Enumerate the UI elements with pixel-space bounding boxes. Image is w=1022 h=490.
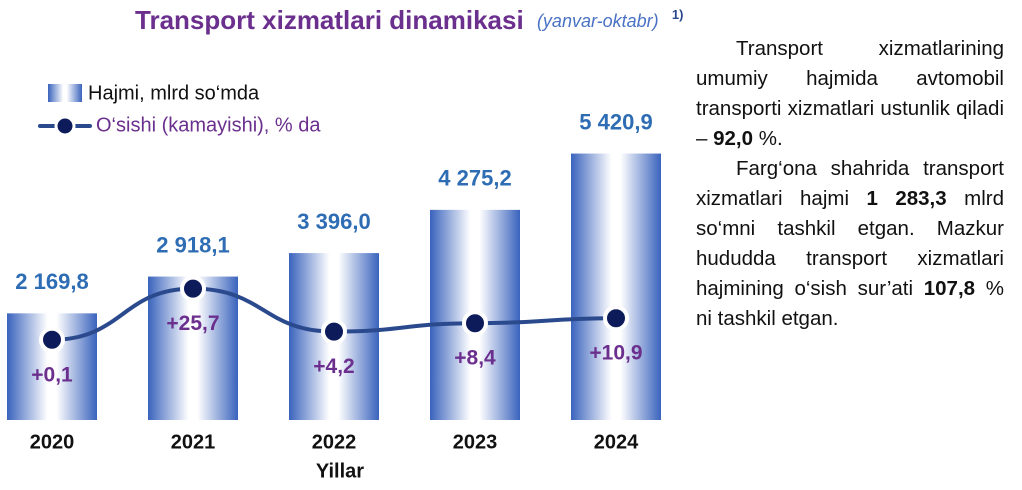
x-tick-label: 2021	[171, 431, 216, 453]
bar-value-label: 2 918,1	[156, 232, 229, 257]
growth-marker	[603, 305, 629, 332]
growth-value-label: +0,1	[31, 363, 73, 386]
bar-value-label: 2 169,8	[15, 269, 88, 294]
bar-value-label: 3 396,0	[297, 209, 370, 234]
highlight: 107,8	[923, 277, 976, 300]
growth-marker	[180, 275, 206, 302]
growth-marker	[321, 318, 347, 345]
x-tick-label: 2022	[312, 431, 357, 453]
x-axis-label: Yillar	[316, 460, 364, 482]
paragraph: Farg‘ona shahrida transport xizmatlari h…	[696, 154, 1004, 334]
growth-value-label: +25,7	[166, 312, 219, 335]
side-text: Transport xizmatlarining umumiy hajmida …	[696, 34, 1004, 334]
x-tick-label: 2024	[594, 431, 639, 453]
growth-value-label: +4,2	[313, 355, 354, 378]
growth-value-label: +10,9	[589, 342, 642, 365]
highlight: 92,0	[713, 127, 754, 150]
text: Transport xizmatlarining umumiy hajmida …	[696, 37, 1004, 150]
bar	[571, 153, 661, 420]
text: %.	[753, 127, 783, 150]
bar-value-label: 4 275,2	[438, 166, 511, 191]
text: % ni tashkil etgan.	[696, 277, 1004, 330]
x-tick-label: 2020	[30, 431, 75, 453]
growth-value-label: +8,4	[454, 347, 496, 370]
legend-swatch	[48, 84, 82, 102]
subtitle: (yanvar-oktabr)	[537, 11, 659, 31]
footnote-mark: 1)	[672, 7, 684, 22]
highlight: 1 283,3	[866, 187, 947, 210]
legend-marker	[54, 115, 76, 137]
legend-label: O‘sishi (kamayishi), % da	[96, 114, 321, 136]
title: Transport xizmatlari dinamikasi	[135, 5, 524, 35]
paragraph: Transport xizmatlarining umumiy hajmida …	[696, 34, 1004, 154]
legend-label: Hajmi, mlrd so‘mda	[88, 82, 260, 104]
growth-marker	[462, 310, 488, 337]
growth-marker	[39, 326, 65, 353]
chart-title: Transport xizmatlari dinamikasi (yanvar-…	[135, 5, 683, 35]
x-tick-label: 2023	[453, 431, 498, 453]
bar-value-label: 5 420,9	[579, 109, 652, 134]
text: Farg‘ona shahrida transport xizmatlari h…	[696, 157, 1004, 210]
text: mlrd so‘mni tashkil etgan. Mazkur hududd…	[696, 187, 1004, 300]
chart: Transport xizmatlari dinamikasi (yanvar-…	[7, 5, 683, 482]
